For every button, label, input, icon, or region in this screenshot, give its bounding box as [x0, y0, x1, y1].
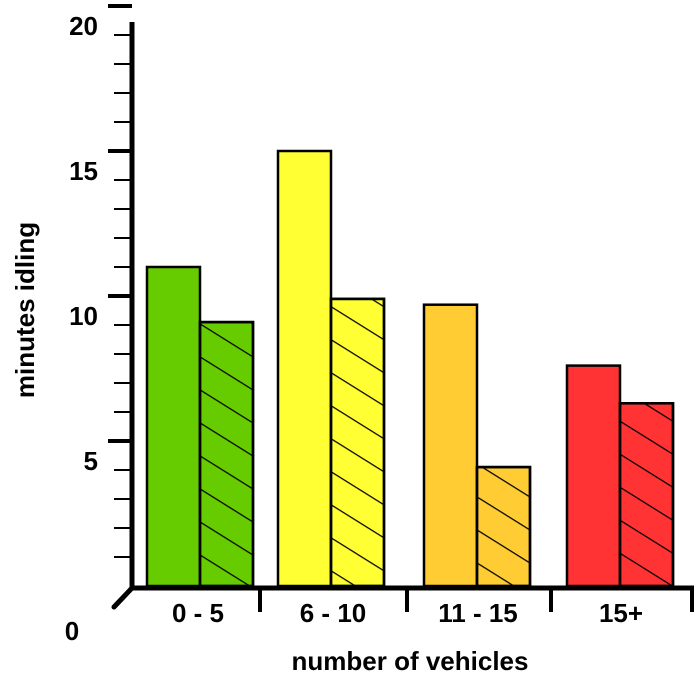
y-axis-title: minutes idling: [10, 222, 40, 398]
bars-layer: [145, 149, 675, 588]
y-tick-label-20: 20: [69, 11, 98, 41]
x-dividers: [258, 588, 694, 612]
bar-hatch-overlay-1: [198, 320, 255, 588]
y-tick-label-15: 15: [69, 156, 98, 186]
bar-hatch-overlay-2: [329, 297, 386, 588]
bar-solid-2: [276, 149, 333, 588]
x-category-label-2: 6 - 10: [300, 598, 367, 628]
x-category-label-4: 15+: [599, 598, 643, 628]
x-axis-title: number of vehicles: [292, 646, 529, 673]
origin-stub: [111, 585, 135, 610]
bar-hatch-overlay-3: [475, 465, 532, 588]
x-category-label-1: 0 - 5: [172, 598, 224, 628]
y-ticks: [108, 4, 132, 558]
y-tick-label-10: 10: [69, 301, 98, 331]
bar-solid-4: [565, 364, 622, 588]
bar-solid-1: [145, 265, 202, 588]
y-tick-label-5: 5: [84, 446, 98, 476]
y-origin-label: 0: [65, 616, 79, 646]
x-category-label-3: 11 - 15: [438, 598, 518, 628]
bar-hatch-overlay-4: [618, 402, 675, 588]
bar-solid-3: [422, 303, 479, 588]
